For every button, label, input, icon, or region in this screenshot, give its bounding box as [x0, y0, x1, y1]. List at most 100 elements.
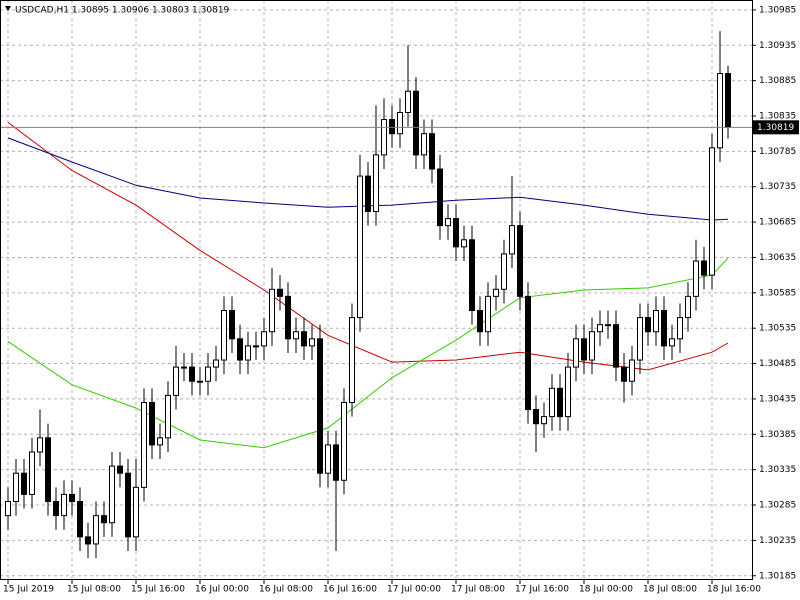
- x-tick-label: 16 Jul 16:00: [323, 585, 377, 595]
- candle-body: [573, 338, 579, 368]
- x-tick-label: 15 Jul 2019: [3, 585, 54, 595]
- y-tick-label: 1.30385: [759, 430, 796, 440]
- x-tick-label: 16 Jul 00:00: [195, 585, 249, 595]
- candle-body: [349, 317, 355, 403]
- candle-body: [709, 147, 715, 276]
- candle-body: [405, 90, 411, 113]
- candle-body: [29, 451, 35, 495]
- x-tick-label: 18 Jul 08:00: [643, 585, 697, 595]
- candle-body: [693, 260, 699, 297]
- x-tick-label: 17 Jul 16:00: [515, 585, 569, 595]
- candle-body: [717, 73, 723, 149]
- candle-body: [221, 310, 227, 361]
- y-tick-label: 1.30435: [759, 394, 796, 404]
- y-tick-label: 1.30185: [759, 571, 796, 581]
- candle-body: [613, 324, 619, 368]
- price-label-box: [753, 120, 799, 135]
- candle-body: [525, 295, 531, 411]
- candle-body: [397, 111, 403, 135]
- candle-body: [629, 359, 635, 382]
- candle-body: [213, 359, 219, 368]
- x-tick-label: 15 Jul 16:00: [131, 585, 185, 595]
- y-tick-label: 1.30835: [759, 112, 796, 122]
- candle-body: [501, 253, 507, 290]
- x-tick-label: 18 Jul 16:00: [707, 585, 761, 595]
- candle-body: [317, 338, 323, 474]
- candle-body: [5, 500, 11, 517]
- candle-body: [669, 338, 675, 347]
- price-label: 1.30819: [757, 123, 794, 133]
- candle-body: [45, 437, 51, 502]
- candle-body: [469, 239, 475, 312]
- candle-body: [661, 310, 667, 347]
- y-tick-label: 1.30935: [759, 41, 796, 51]
- candle-body: [677, 317, 683, 340]
- candle-body: [429, 133, 435, 170]
- candle-body: [413, 90, 419, 156]
- candle-body: [365, 175, 371, 212]
- candle-body: [301, 331, 307, 347]
- y-tick-label: 1.30335: [759, 465, 796, 475]
- candle-body: [653, 310, 659, 333]
- candle-body: [549, 387, 555, 418]
- candle-body: [621, 366, 627, 382]
- candle-body: [117, 465, 123, 474]
- x-tick-label: 16 Jul 08:00: [259, 585, 313, 595]
- candle-body: [445, 218, 451, 227]
- candle-body: [61, 493, 67, 517]
- candle-body: [261, 331, 267, 347]
- candle-body: [325, 444, 331, 474]
- candle-body: [725, 73, 731, 128]
- candle-body: [517, 225, 523, 297]
- candle-body: [309, 338, 315, 347]
- candle-body: [437, 168, 443, 227]
- candle-body: [245, 345, 251, 361]
- candle-body: [85, 536, 91, 545]
- candle-body: [277, 288, 283, 297]
- candle-body: [597, 324, 603, 333]
- candle-body: [205, 366, 211, 382]
- candle-body: [173, 366, 179, 396]
- moving-average: [7, 257, 729, 449]
- candle-body: [237, 338, 243, 361]
- x-tick-label: 15 Jul 08:00: [67, 585, 121, 595]
- y-tick-label: 1.30685: [759, 218, 796, 228]
- candle-body: [149, 401, 155, 446]
- candle-body: [477, 310, 483, 333]
- candle-body: [565, 366, 571, 418]
- candle-body: [541, 416, 547, 425]
- candle-body: [701, 260, 707, 276]
- candle-body: [37, 437, 43, 453]
- candle-body: [285, 295, 291, 340]
- candle-body: [109, 465, 115, 524]
- y-tick-label: 1.30985: [759, 5, 796, 15]
- moving-average: [7, 137, 729, 221]
- candle-body: [485, 295, 491, 333]
- candle-body: [645, 317, 651, 333]
- candle-body: [533, 409, 539, 425]
- candle-body: [333, 444, 339, 481]
- candle-body: [605, 324, 611, 327]
- y-tick-label: 1.30885: [759, 76, 796, 86]
- candle-body: [373, 154, 379, 212]
- candle-body: [181, 366, 187, 369]
- candle-body: [165, 394, 171, 439]
- candle-body: [637, 317, 643, 361]
- candle-body: [189, 366, 195, 382]
- candle-body: [101, 515, 107, 524]
- candle-body: [197, 380, 203, 383]
- y-tick-label: 1.30485: [759, 359, 796, 369]
- candle-body: [141, 401, 147, 488]
- candle-body: [77, 500, 83, 538]
- candle-body: [421, 133, 427, 156]
- candle-body: [53, 500, 59, 517]
- candle-body: [93, 515, 99, 545]
- candle-body: [69, 493, 75, 502]
- x-tick-label: 18 Jul 00:00: [579, 585, 633, 595]
- candle-body: [589, 331, 595, 361]
- plot-area: [0, 0, 752, 580]
- candle-body: [229, 310, 235, 340]
